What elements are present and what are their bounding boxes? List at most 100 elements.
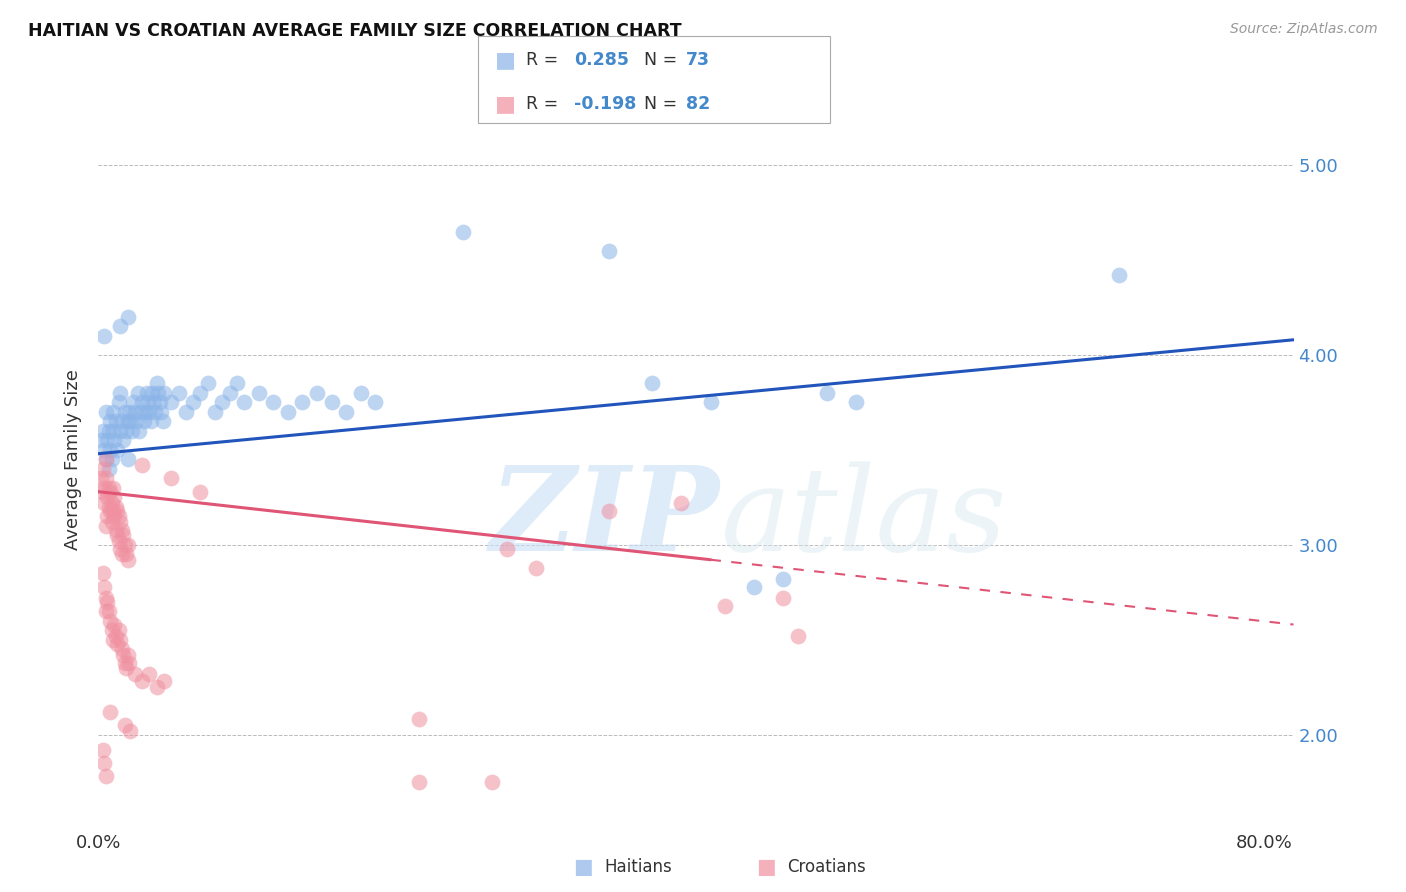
- Point: [122, 395, 145, 409]
- Text: Source: ZipAtlas.com: Source: ZipAtlas.com: [1230, 22, 1378, 37]
- Point: [114, 656, 136, 670]
- Point: [101, 481, 124, 495]
- Point: [598, 244, 620, 258]
- Point: [104, 500, 127, 514]
- Point: [120, 414, 142, 428]
- Point: [94, 452, 117, 467]
- Point: [132, 414, 155, 428]
- Y-axis label: Average Family Size: Average Family Size: [65, 369, 83, 549]
- Point: [112, 434, 135, 448]
- Text: HAITIAN VS CROATIAN AVERAGE FAMILY SIZE CORRELATION CHART: HAITIAN VS CROATIAN AVERAGE FAMILY SIZE …: [28, 22, 682, 40]
- Text: Haitians: Haitians: [605, 858, 672, 876]
- Point: [218, 386, 240, 401]
- Point: [98, 705, 121, 719]
- Point: [524, 560, 547, 574]
- Point: [94, 591, 117, 605]
- Point: [160, 471, 183, 485]
- Point: [364, 395, 387, 409]
- Point: [671, 496, 693, 510]
- Point: [451, 225, 474, 239]
- Point: [91, 743, 114, 757]
- Point: [129, 405, 152, 419]
- Point: [138, 405, 160, 419]
- Point: [145, 680, 167, 694]
- Point: [97, 500, 120, 514]
- Point: [124, 666, 146, 681]
- Point: [101, 424, 124, 438]
- Text: 0.285: 0.285: [574, 51, 628, 70]
- Point: [152, 414, 174, 428]
- Point: [114, 405, 136, 419]
- Point: [90, 434, 112, 448]
- Point: [117, 452, 139, 467]
- Point: [115, 547, 138, 561]
- Point: [91, 424, 114, 438]
- Point: [110, 515, 132, 529]
- Point: [153, 674, 176, 689]
- Point: [117, 538, 139, 552]
- Point: [815, 386, 838, 401]
- Point: [114, 718, 136, 732]
- Text: 73: 73: [686, 51, 710, 70]
- Point: [118, 656, 141, 670]
- Text: R =: R =: [526, 95, 564, 113]
- Point: [160, 395, 183, 409]
- Text: ZIP: ZIP: [489, 461, 720, 576]
- Point: [699, 395, 721, 409]
- Point: [131, 674, 153, 689]
- Point: [96, 491, 118, 505]
- Point: [150, 405, 173, 419]
- Point: [714, 599, 737, 613]
- Point: [100, 624, 122, 638]
- Point: [190, 484, 212, 499]
- Point: [772, 572, 794, 586]
- Point: [97, 424, 120, 438]
- Point: [136, 395, 159, 409]
- Point: [111, 642, 134, 657]
- Text: -0.198: -0.198: [574, 95, 636, 113]
- Point: [103, 617, 125, 632]
- Point: [772, 591, 794, 605]
- Point: [110, 424, 132, 438]
- Point: [115, 661, 138, 675]
- Point: [204, 405, 226, 419]
- Point: [335, 405, 357, 419]
- Text: ■: ■: [756, 857, 776, 877]
- Point: [101, 632, 124, 647]
- Point: [114, 538, 136, 552]
- Point: [117, 553, 139, 567]
- Point: [128, 424, 150, 438]
- Point: [98, 442, 121, 457]
- Point: [110, 632, 132, 647]
- Point: [247, 386, 270, 401]
- Point: [93, 442, 115, 457]
- Point: [110, 541, 132, 556]
- Point: [174, 405, 197, 419]
- Point: [142, 395, 165, 409]
- Point: [118, 405, 141, 419]
- Point: [110, 386, 132, 401]
- Point: [103, 491, 125, 505]
- Point: [91, 462, 114, 476]
- Point: [111, 547, 134, 561]
- Point: [101, 405, 124, 419]
- Point: [1108, 268, 1130, 283]
- Point: [167, 386, 190, 401]
- Point: [101, 503, 124, 517]
- Point: [145, 376, 167, 391]
- Point: [262, 395, 284, 409]
- Point: [98, 503, 121, 517]
- Point: [96, 434, 118, 448]
- Point: [125, 414, 148, 428]
- Point: [111, 523, 134, 537]
- Point: [233, 395, 256, 409]
- Point: [94, 769, 117, 783]
- Point: [98, 484, 121, 499]
- Point: [97, 604, 120, 618]
- Point: [112, 648, 135, 662]
- Point: [225, 376, 247, 391]
- Point: [108, 624, 131, 638]
- Point: [104, 414, 127, 428]
- Point: [181, 395, 204, 409]
- Point: [321, 395, 343, 409]
